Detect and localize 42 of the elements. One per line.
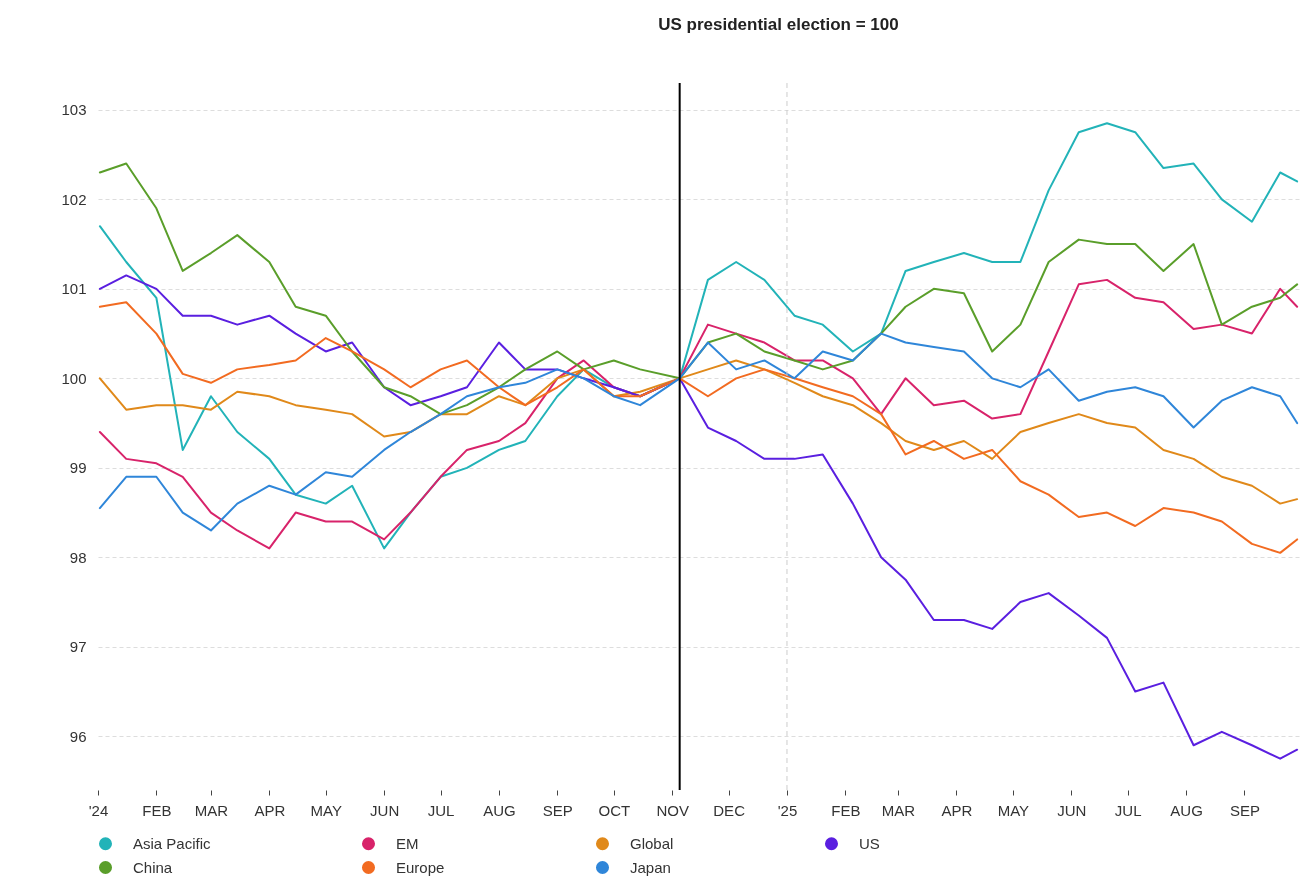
y-tick-label: 100 xyxy=(61,369,87,387)
legend-label: Japan xyxy=(630,858,671,876)
y-tick-label: 101 xyxy=(61,280,87,298)
x-tick-label: MAR xyxy=(194,801,229,819)
x-tick-label: JUL xyxy=(427,801,455,819)
y-tick-label: 96 xyxy=(69,727,87,745)
x-tick-label: SEP xyxy=(542,801,573,819)
line-series xyxy=(98,162,1299,416)
x-tick-label: JUL xyxy=(1114,801,1142,819)
x-tick-label: APR xyxy=(254,801,286,819)
line-series xyxy=(98,274,1299,760)
x-tick-label: AUG xyxy=(1170,801,1203,819)
x-tick-label: JUN xyxy=(370,801,400,819)
x-tick-label: SEP xyxy=(1229,801,1260,819)
legend-label: US xyxy=(859,834,880,852)
x-tick-label: DEC xyxy=(713,801,746,819)
y-tick-label: 102 xyxy=(61,190,87,208)
x-tick-label: MAY xyxy=(997,801,1030,819)
chart-title: US presidential election = 100 xyxy=(658,15,899,34)
y-tick-label: 97 xyxy=(69,638,87,656)
y-tick-label: 103 xyxy=(61,101,87,119)
x-tick-label: NOV xyxy=(656,801,689,819)
legend-label: Europe xyxy=(396,858,445,876)
line-series xyxy=(98,359,1299,505)
x-tick-label: MAY xyxy=(310,801,342,819)
legend-label: EM xyxy=(396,834,419,852)
x-tick-label: AUG xyxy=(483,801,516,819)
line-series xyxy=(98,332,1299,532)
y-tick-label: 99 xyxy=(69,459,87,477)
legend-label: Global xyxy=(630,834,674,852)
x-tick-label: FEB xyxy=(831,801,861,819)
x-tick-label: APR xyxy=(941,801,973,819)
legend-label: China xyxy=(133,858,173,876)
x-tick-label: OCT xyxy=(598,801,631,819)
legend-label: Asia Pacific xyxy=(133,834,212,852)
x-tick-label: '24 xyxy=(88,801,109,819)
x-tick-label: MAR xyxy=(881,801,916,819)
x-tick-label: JUN xyxy=(1057,801,1087,819)
line-series xyxy=(98,122,1299,550)
x-tick-label: FEB xyxy=(142,801,172,819)
y-tick-label: 98 xyxy=(69,548,87,566)
x-tick-label: '25 xyxy=(777,801,798,819)
